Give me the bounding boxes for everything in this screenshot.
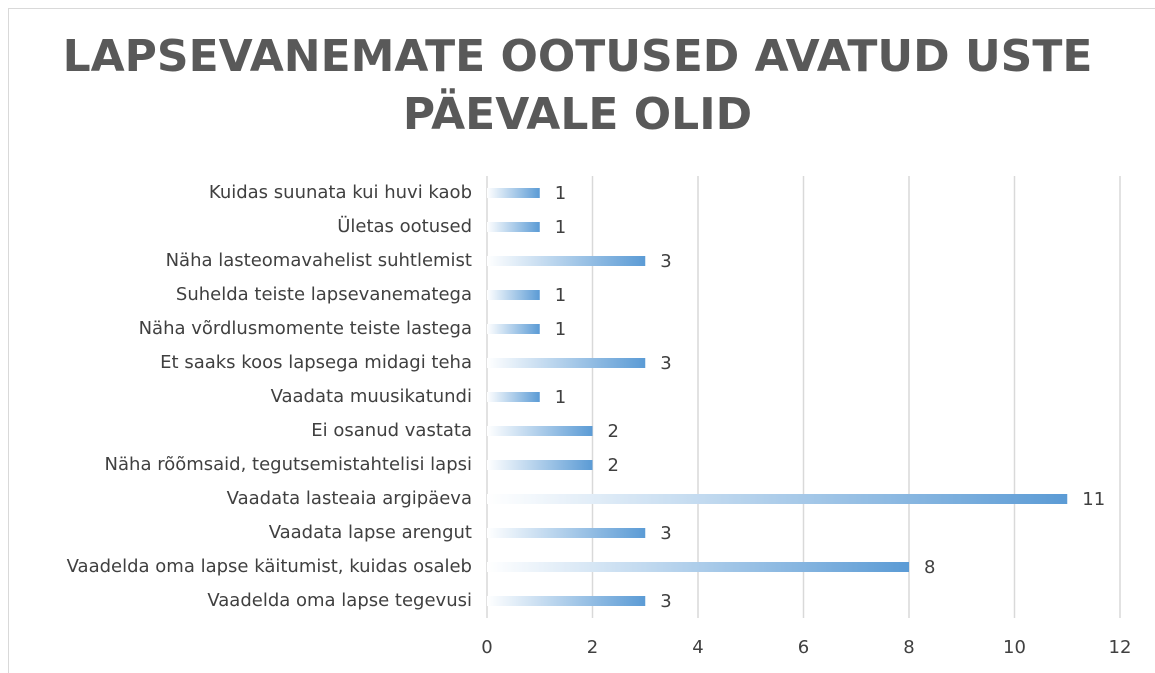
value-label: 1	[555, 285, 566, 306]
bar	[487, 256, 646, 266]
bar	[487, 426, 593, 436]
y-tick-label: Suhelda teiste lapsevanematega	[176, 284, 472, 305]
x-tick-label: 8	[903, 637, 914, 658]
value-label: 3	[660, 353, 671, 374]
y-tick-label: Ei osanud vastata	[311, 420, 472, 441]
x-tick-label: 0	[481, 637, 492, 658]
value-label: 3	[660, 251, 671, 272]
x-tick-label: 12	[1109, 637, 1132, 658]
x-tick-label: 6	[798, 637, 809, 658]
value-label: 1	[555, 319, 566, 340]
y-tick-label: Et saaks koos lapsega midagi teha	[160, 352, 472, 373]
value-label: 2	[608, 421, 619, 442]
bar	[487, 290, 540, 300]
value-label: 1	[555, 217, 566, 238]
x-tick-label: 10	[1003, 637, 1026, 658]
bar	[487, 324, 540, 334]
x-tick-label: 4	[692, 637, 703, 658]
value-label: 3	[660, 523, 671, 544]
bar	[487, 562, 909, 572]
y-tick-label: Vaadata lapse arengut	[269, 522, 472, 543]
value-label: 2	[608, 455, 619, 476]
value-label: 3	[660, 591, 671, 612]
bar	[487, 528, 646, 538]
value-label: 11	[1082, 489, 1105, 510]
x-tick-label: 2	[587, 637, 598, 658]
value-label: 1	[555, 183, 566, 204]
bar	[487, 222, 540, 232]
y-tick-label: Vaadelda oma lapse käitumist, kuidas osa…	[67, 556, 472, 577]
y-tick-label: Näha võrdlusmomente teiste lastega	[139, 318, 472, 339]
y-tick-label: Näha rõõmsaid, tegutsemistahtelisi lapsi	[105, 454, 472, 475]
chart-title: LAPSEVANEMATE OOTUSED AVATUD USTE PÄEVAL…	[62, 31, 1093, 140]
bar	[487, 358, 646, 368]
y-tick-label: Ületas ootused	[337, 215, 472, 237]
bar	[487, 494, 1068, 504]
value-label: 1	[555, 387, 566, 408]
y-tick-label: Vaadata lasteaia argipäeva	[227, 488, 472, 509]
y-tick-label: Vaadata muusikatundi	[271, 386, 472, 407]
y-tick-label: Vaadelda oma lapse tegevusi	[207, 590, 472, 611]
y-tick-label: Näha lasteomavahelist suhtlemist	[166, 250, 472, 271]
bar	[487, 392, 540, 402]
y-tick-label: Kuidas suunata kui huvi kaob	[209, 182, 472, 203]
bar	[487, 460, 593, 470]
value-label: 8	[924, 557, 935, 578]
bar	[487, 188, 540, 198]
bar	[487, 596, 646, 606]
chart-border	[8, 8, 1155, 673]
